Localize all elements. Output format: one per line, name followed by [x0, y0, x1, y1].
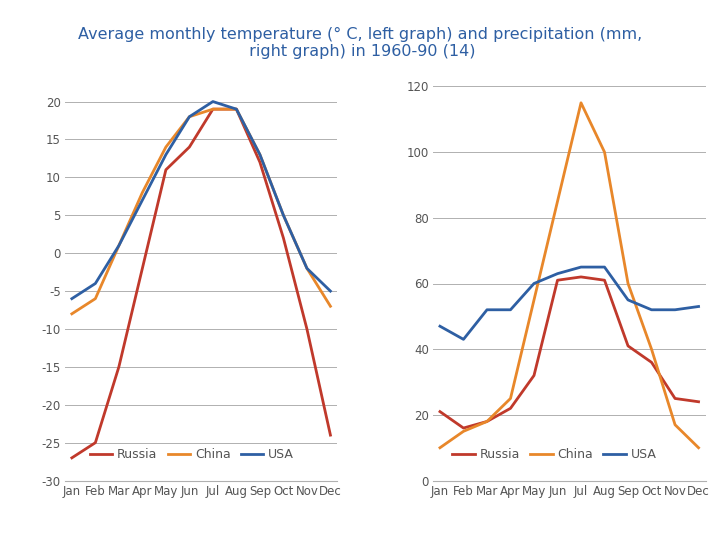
Russia — [553, 277, 562, 284]
China — [68, 310, 76, 317]
USA — [436, 323, 444, 329]
Russia — [302, 326, 311, 332]
China — [326, 303, 335, 309]
China — [506, 395, 515, 402]
Line: China: China — [72, 109, 330, 314]
USA — [694, 303, 703, 310]
USA — [647, 307, 656, 313]
USA — [671, 307, 680, 313]
Russia — [232, 106, 240, 112]
China — [553, 198, 562, 205]
USA — [482, 307, 491, 313]
China — [185, 113, 194, 120]
China — [209, 106, 217, 112]
Russia — [694, 399, 703, 405]
China — [600, 149, 609, 156]
China — [114, 242, 123, 249]
USA — [161, 151, 170, 158]
China — [577, 99, 585, 106]
Russia — [624, 343, 632, 349]
China — [279, 212, 288, 219]
USA — [232, 106, 240, 112]
China — [694, 444, 703, 451]
Russia — [114, 363, 123, 370]
China — [91, 295, 99, 302]
Russia — [577, 274, 585, 280]
Russia — [436, 408, 444, 415]
USA — [114, 242, 123, 249]
Russia — [459, 425, 468, 431]
USA — [553, 271, 562, 277]
Russia — [68, 455, 76, 461]
Legend: Russia, China, USA: Russia, China, USA — [447, 443, 662, 467]
Line: China: China — [440, 103, 698, 448]
Russia — [185, 144, 194, 150]
USA — [326, 288, 335, 294]
USA — [577, 264, 585, 271]
Russia — [530, 372, 539, 379]
China — [436, 444, 444, 451]
China — [138, 190, 147, 196]
Russia — [506, 405, 515, 411]
Russia — [482, 418, 491, 424]
Russia — [209, 106, 217, 112]
USA — [279, 212, 288, 219]
Text: Average monthly temperature (° C, left graph) and precipitation (mm,
 right grap: Average monthly temperature (° C, left g… — [78, 27, 642, 59]
Russia — [600, 277, 609, 284]
Russia — [671, 395, 680, 402]
China — [530, 296, 539, 303]
Russia — [91, 440, 99, 446]
Russia — [279, 235, 288, 241]
China — [624, 280, 632, 287]
USA — [185, 113, 194, 120]
China — [232, 106, 240, 112]
China — [647, 346, 656, 353]
China — [302, 265, 311, 272]
Line: Russia: Russia — [72, 109, 330, 458]
USA — [209, 98, 217, 105]
China — [256, 151, 264, 158]
Russia — [161, 166, 170, 173]
China — [161, 144, 170, 150]
Line: USA: USA — [72, 102, 330, 299]
USA — [91, 280, 99, 287]
USA — [506, 307, 515, 313]
Russia — [256, 159, 264, 165]
Russia — [326, 432, 335, 438]
Line: USA: USA — [440, 267, 698, 339]
Russia — [647, 359, 656, 366]
USA — [530, 280, 539, 287]
China — [459, 428, 468, 435]
USA — [68, 295, 76, 302]
China — [671, 422, 680, 428]
USA — [256, 151, 264, 158]
USA — [600, 264, 609, 271]
Legend: Russia, China, USA: Russia, China, USA — [85, 443, 300, 467]
Line: Russia: Russia — [440, 277, 698, 428]
USA — [138, 197, 147, 204]
Russia — [138, 265, 147, 272]
USA — [302, 265, 311, 272]
USA — [459, 336, 468, 342]
USA — [624, 296, 632, 303]
China — [482, 418, 491, 424]
